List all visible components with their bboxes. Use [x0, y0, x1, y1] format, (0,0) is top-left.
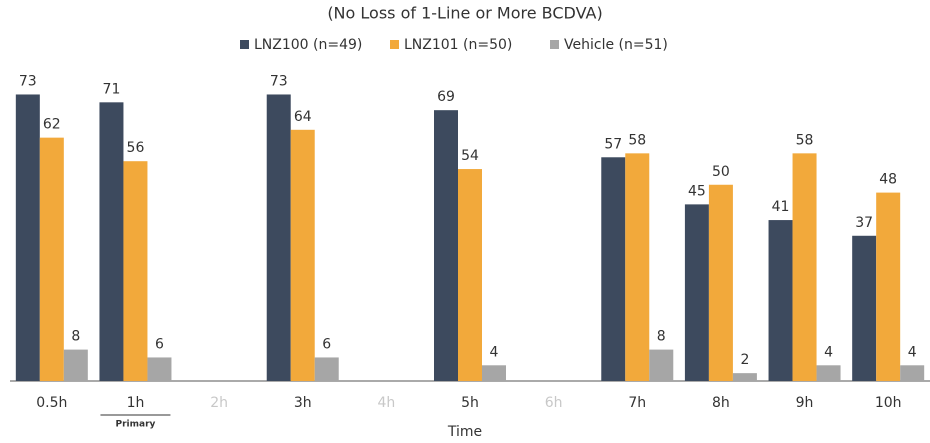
value-label: 4 — [908, 344, 917, 360]
x-tick-label: 0.5h — [36, 395, 67, 411]
value-label: 41 — [772, 199, 790, 215]
value-label: 73 — [19, 73, 37, 89]
value-label: 57 — [604, 136, 622, 152]
legend-swatch — [550, 40, 559, 49]
value-label: 48 — [879, 172, 897, 188]
value-label: 2 — [740, 352, 749, 368]
bar — [123, 161, 148, 381]
bar — [266, 94, 291, 381]
bar — [482, 365, 506, 381]
value-label: 69 — [437, 89, 455, 105]
x-tick-label: 9h — [796, 395, 814, 411]
bar — [732, 373, 757, 381]
x-tick-label: 6h — [545, 395, 563, 411]
value-label: 50 — [712, 164, 730, 180]
value-label: 6 — [322, 336, 331, 352]
bar — [649, 349, 674, 381]
x-tick-label: 2h — [210, 395, 228, 411]
bar — [458, 169, 482, 381]
legend-swatch — [390, 40, 399, 49]
bar — [625, 153, 650, 381]
value-label: 45 — [688, 183, 706, 199]
bar — [63, 349, 88, 381]
x-tick-label: 10h — [875, 395, 902, 411]
chart-title: (No Loss of 1-Line or More BCDVA) — [327, 4, 602, 23]
value-label: 58 — [628, 132, 646, 148]
bar — [792, 153, 817, 381]
value-label: 58 — [796, 132, 814, 148]
value-label: 37 — [855, 215, 873, 231]
bar — [816, 365, 841, 381]
bar — [601, 157, 626, 381]
value-label: 56 — [127, 140, 145, 156]
bar — [290, 129, 315, 381]
legend-swatch — [240, 40, 249, 49]
x-tick-label: 7h — [628, 395, 646, 411]
value-label: 73 — [270, 73, 288, 89]
bar — [147, 357, 172, 381]
x-axis-label: Time — [447, 424, 482, 440]
bar — [684, 204, 709, 381]
bar — [314, 357, 339, 381]
x-tick-label: 8h — [712, 395, 730, 411]
x-tick-label: 4h — [377, 395, 395, 411]
bar — [434, 110, 458, 382]
value-label: 71 — [103, 81, 121, 97]
value-label: 64 — [294, 109, 312, 125]
bar — [15, 94, 40, 381]
value-label: 4 — [824, 344, 833, 360]
x-tick-label: 1h — [127, 395, 145, 411]
legend-label: Vehicle (n=51) — [564, 37, 668, 53]
bar — [876, 192, 901, 381]
value-label: 62 — [43, 117, 61, 133]
value-label: 8 — [71, 329, 80, 345]
bar — [900, 365, 925, 381]
value-label: 6 — [155, 336, 164, 352]
bar — [768, 220, 793, 381]
value-label: 8 — [657, 329, 666, 345]
x-tick-label: 5h — [461, 395, 479, 411]
value-label: 54 — [461, 148, 479, 164]
legend-label: LNZ100 (n=49) — [254, 37, 362, 53]
value-label: 4 — [490, 344, 499, 360]
annotation: Primary — [116, 420, 156, 430]
bar — [708, 184, 733, 381]
bar — [99, 102, 124, 381]
bar — [39, 137, 64, 381]
bar — [852, 235, 877, 381]
legend-label: LNZ101 (n=50) — [404, 37, 512, 53]
x-tick-label: 3h — [294, 395, 312, 411]
